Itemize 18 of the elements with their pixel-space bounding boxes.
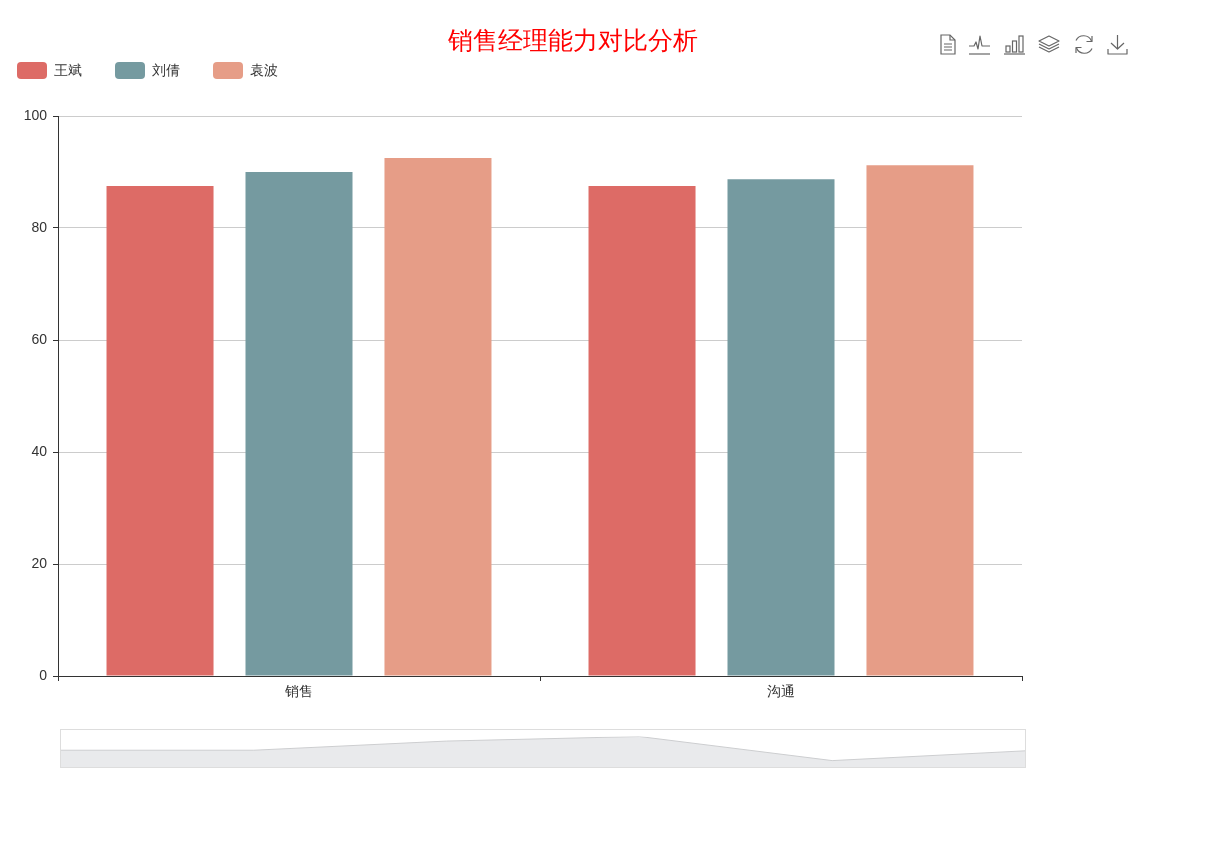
bar (106, 186, 214, 676)
y-tick-label: 20 (31, 554, 48, 571)
y-tick-label: 40 (31, 442, 48, 459)
y-tick-label: 0 (39, 666, 48, 683)
legend-label: 袁波 (250, 62, 278, 79)
bar (727, 179, 835, 676)
y-tick-label: 60 (31, 330, 48, 347)
y-tick-label: 80 (31, 218, 48, 235)
legend-label: 刘倩 (152, 62, 180, 79)
chart-title: 销售经理能力对比分析 (446, 25, 698, 54)
bar (588, 186, 696, 676)
y-tick-label: 100 (23, 106, 48, 123)
x-tick-label: 沟通 (767, 683, 795, 700)
legend-label: 王斌 (54, 62, 82, 79)
bar (866, 165, 974, 676)
bar (384, 158, 492, 676)
bar (245, 172, 353, 676)
x-tick-label: 销售 (284, 683, 313, 700)
